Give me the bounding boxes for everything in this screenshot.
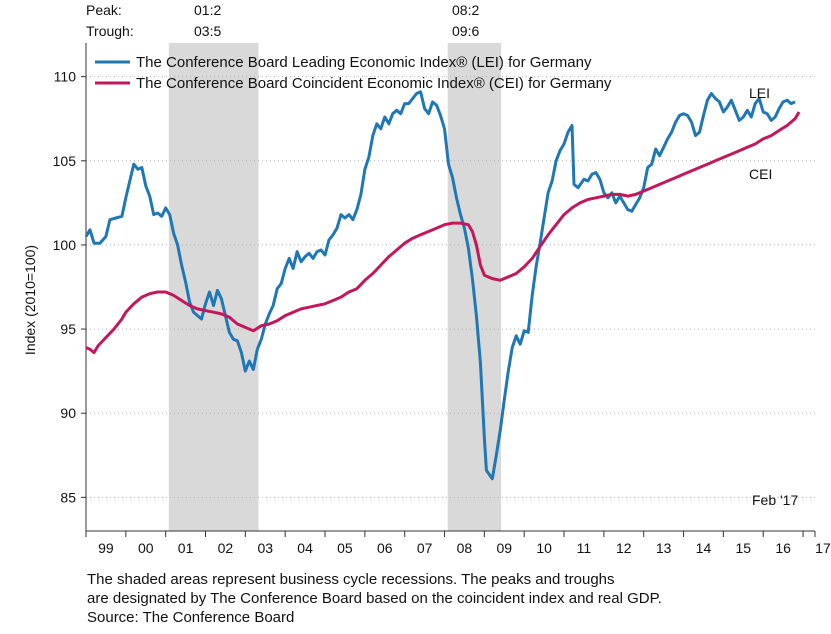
x-tick-label-01: 01 <box>178 540 194 556</box>
x-tick-label-03: 03 <box>257 540 273 556</box>
y-tick-label-105: 105 <box>53 153 77 169</box>
x-tick-label-10: 10 <box>536 540 552 556</box>
footer-line-3: Source: The Conference Board <box>87 609 295 626</box>
recession-2-peak: 08:2 <box>452 2 479 18</box>
recession-1-trough: 03:5 <box>194 23 221 39</box>
trough-label: Trough: <box>86 23 134 39</box>
x-tick-label-16: 16 <box>775 540 791 556</box>
x-tick-label-00: 00 <box>138 540 154 556</box>
y-tick-label-100: 100 <box>53 237 77 253</box>
footer-line-2: are designated by The Conference Board b… <box>87 590 662 607</box>
x-tick-label-17: 17 <box>815 540 831 556</box>
x-tick-label-15: 15 <box>736 540 752 556</box>
chart: 85 90 95 100 105 110 99 00 01 02 03 04 05 06 07 08 09 10 1… <box>22 2 831 556</box>
x-tick-label-06: 06 <box>377 540 393 556</box>
x-tick-label-14: 14 <box>696 540 712 556</box>
x-tick-label-12: 12 <box>616 540 632 556</box>
x-tick-label-11: 11 <box>577 540 592 556</box>
y-axis-label: Index (2010=100) <box>22 245 38 355</box>
footer-notes: The shaded areas represent business cycl… <box>87 570 662 627</box>
y-tick-label-95: 95 <box>60 321 76 337</box>
axes: 85 90 95 100 105 110 99 00 01 02 03 04 05 06 07 08 09 10 1… <box>53 43 831 556</box>
x-tick-label-13: 13 <box>656 540 672 556</box>
y-tick-label-85: 85 <box>60 489 76 505</box>
recession-2-trough: 09:6 <box>452 23 479 39</box>
x-tick-label-09: 09 <box>496 540 512 556</box>
x-tick-label-04: 04 <box>297 540 313 556</box>
cei-end-label: CEI <box>749 166 772 182</box>
x-tick-label-99: 99 <box>98 540 114 556</box>
lei-end-label: LEI <box>749 85 770 101</box>
y-tick-label-110: 110 <box>54 69 77 85</box>
date-note: Feb '17 <box>752 492 798 508</box>
series-line-lei <box>84 90 796 481</box>
x-tick-label-07: 07 <box>417 540 433 556</box>
x-tick-label-08: 08 <box>457 540 473 556</box>
footer-line-1: The shaded areas represent business cycl… <box>87 571 615 588</box>
series-line-cei <box>85 111 801 355</box>
recession-1-peak: 01:2 <box>194 2 221 18</box>
series-lines <box>84 90 801 481</box>
gridlines <box>86 76 815 498</box>
legend-label-lei: The Conference Board Leading Economic In… <box>136 54 592 71</box>
x-tick-label-05: 05 <box>337 540 353 556</box>
peak-label: Peak: <box>86 2 122 18</box>
legend-label-cei: The Conference Board Coincident Economic… <box>136 75 612 92</box>
recession-shading <box>168 43 502 531</box>
x-tick-label-02: 02 <box>218 540 234 556</box>
recession-band-1 <box>168 43 259 531</box>
y-tick-label-90: 90 <box>60 405 76 421</box>
legend: The Conference Board Leading Economic In… <box>95 54 612 92</box>
